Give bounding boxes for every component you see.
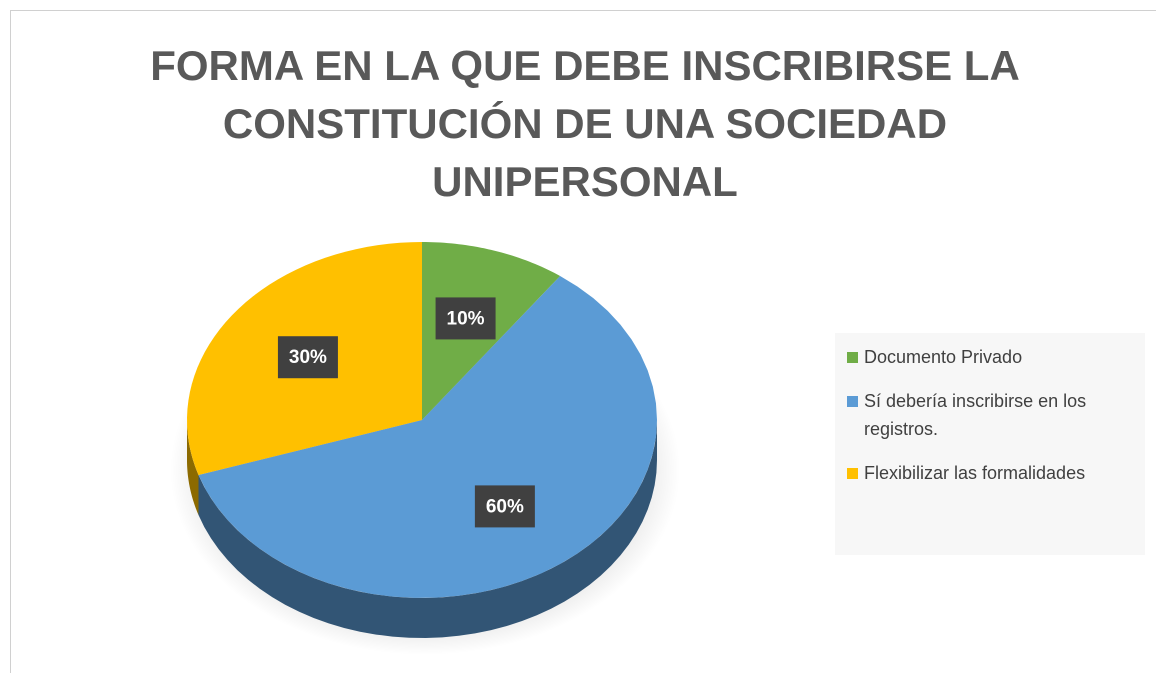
pie-side — [187, 420, 199, 516]
legend-label: Documento Privado — [864, 347, 1023, 367]
legend-entry: Flexibilizar las formalidades — [847, 459, 1145, 487]
legend-entry: Documento Privado — [847, 343, 1145, 371]
pie-slice — [198, 275, 658, 598]
chart-title: CONSTITUCIÓN DE UNA SOCIEDAD — [223, 99, 947, 147]
data-label: 10% — [447, 308, 485, 329]
data-label-box — [277, 336, 338, 379]
legend-swatch — [847, 468, 858, 479]
chart-frame — [10, 10, 1156, 673]
data-label: 30% — [289, 347, 327, 368]
legend-swatch — [847, 352, 858, 363]
data-label: 60% — [486, 496, 524, 517]
chart-title: FORMA EN LA QUE DEBE INSCRIBIRSE LA — [150, 42, 1020, 89]
data-label-box — [435, 297, 496, 340]
pie-side — [198, 420, 658, 638]
legend-entry: Sí debería inscribirse en los registros. — [847, 387, 1145, 443]
legend-label: Flexibilizar las formalidades — [864, 463, 1086, 483]
legend-label: Sí debería inscribirse en los registros. — [864, 391, 1087, 439]
legend: Documento Privado Sí debería inscribirse … — [835, 333, 1145, 555]
chart-title: UNIPERSONAL — [432, 158, 738, 205]
legend-swatch — [847, 396, 858, 407]
data-label-box — [474, 485, 535, 528]
